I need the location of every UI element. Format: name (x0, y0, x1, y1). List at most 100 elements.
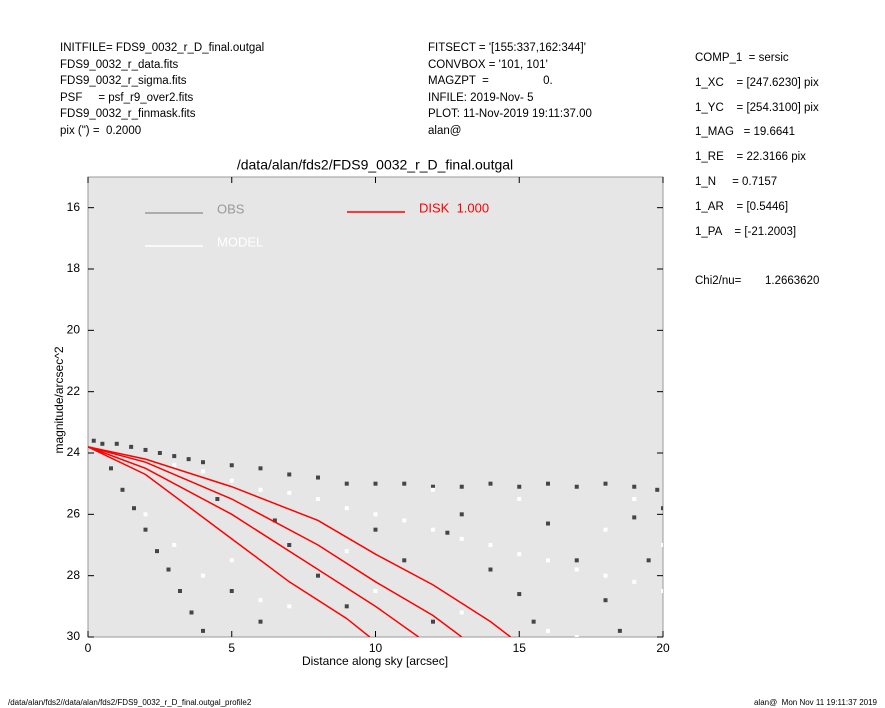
footer-right: alan@ Mon Nov 11 19:11:37 2019 (753, 698, 877, 707)
point (143, 447, 148, 452)
point (344, 481, 349, 486)
point (186, 457, 191, 462)
point (373, 481, 378, 486)
point (574, 484, 579, 489)
point (114, 441, 119, 446)
point (531, 619, 536, 624)
point (655, 487, 660, 492)
point (546, 628, 550, 633)
point (603, 598, 608, 603)
x-tick-label: 5 (228, 641, 235, 655)
point (574, 635, 579, 637)
point (91, 438, 96, 443)
header-line: MAGZPT = 0. (428, 75, 553, 88)
header-line: 1_PA = [-21.2003] (695, 225, 797, 238)
y-tick-label: 26 (67, 507, 81, 521)
y-tick-label: 18 (67, 261, 81, 275)
point (488, 543, 493, 547)
point (646, 558, 651, 563)
header-line: 1_RE = 22.3166 pix (695, 151, 806, 164)
x-tick-label: 20 (656, 641, 670, 655)
point (229, 589, 234, 593)
point (178, 589, 182, 593)
x-tick-label: 10 (369, 641, 383, 655)
point (517, 552, 522, 557)
header-line: pix (") = 0.2000 (60, 125, 142, 137)
point (459, 536, 464, 541)
footer-left: /data/alan/fds2//data/alan/fds2/FDS9_003… (8, 698, 252, 707)
point (546, 558, 550, 563)
point (603, 481, 608, 486)
point (166, 567, 171, 572)
point (431, 527, 435, 532)
disk-curve (88, 446, 371, 637)
point (100, 441, 105, 446)
point (603, 527, 608, 532)
x-axis-label: Distance along sky [arcsec] (302, 654, 448, 668)
point (201, 573, 205, 578)
point (574, 567, 579, 572)
point (155, 549, 159, 554)
point (172, 543, 177, 547)
point (258, 598, 263, 603)
point (120, 487, 125, 492)
disk-curve (88, 446, 463, 637)
point (229, 478, 234, 483)
point (431, 487, 435, 492)
point (546, 481, 550, 486)
point (431, 484, 435, 489)
point (201, 469, 205, 474)
plot-area (87, 176, 664, 638)
point (459, 610, 464, 615)
point (632, 579, 637, 584)
point (316, 475, 320, 480)
header-line: FDS9_0032_r_finmask.fits (60, 108, 196, 121)
point (287, 472, 292, 477)
header-line: INITFILE= FDS9_0032_r_D_final.outgal (60, 42, 265, 54)
point (316, 573, 320, 578)
point (546, 521, 550, 526)
point (632, 515, 637, 520)
header-line: FDS9_0032_r_data.fits (60, 58, 179, 71)
point (661, 506, 663, 511)
point (402, 558, 407, 563)
header-line: 1_YC = [254.3100] pix (695, 101, 819, 114)
point (215, 497, 220, 501)
point (143, 527, 148, 532)
point (574, 558, 579, 563)
point (517, 497, 522, 501)
y-tick-label: 28 (67, 568, 81, 582)
point (287, 604, 292, 609)
header-line: INFILE: 2019-Nov- 5 (428, 91, 534, 104)
point (272, 518, 277, 523)
point (445, 530, 450, 535)
point (258, 466, 263, 471)
legend-label: MODEL (217, 234, 263, 249)
point (344, 604, 349, 609)
point (517, 484, 522, 489)
y-tick-label: 24 (67, 445, 81, 459)
point (129, 444, 134, 449)
point (316, 497, 320, 501)
point (344, 506, 349, 511)
header-line: FITSECT = '[155:337,162:344]' (428, 42, 586, 54)
point (229, 558, 234, 563)
point (617, 628, 622, 633)
point (459, 512, 464, 517)
header-line: CONVBOX = '101, 101' (428, 58, 548, 71)
legend-label: OBS (217, 201, 245, 216)
point (373, 512, 378, 517)
point (402, 481, 407, 486)
point (132, 506, 136, 511)
point (201, 460, 205, 465)
header-line: COMP_1 = sersic (695, 52, 789, 64)
point (632, 497, 637, 501)
point (229, 463, 234, 468)
point (488, 481, 493, 486)
header-line: PSF = psf_r9_over2.fits (60, 91, 194, 104)
point (402, 518, 407, 523)
point (632, 484, 637, 489)
point (287, 490, 292, 495)
